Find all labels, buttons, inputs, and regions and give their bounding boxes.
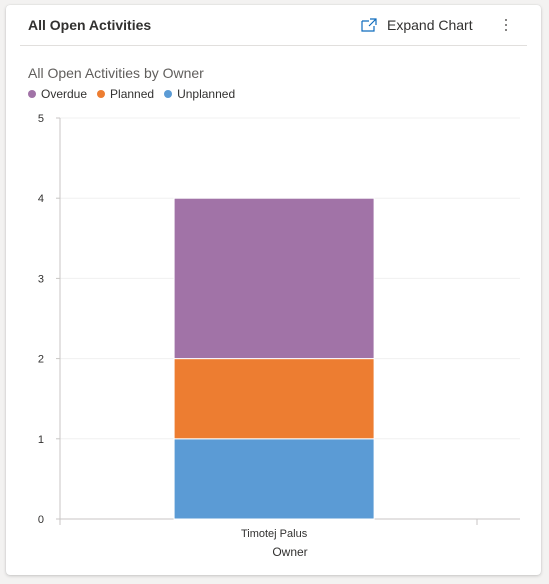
legend-swatch-unplanned [164, 90, 173, 98]
y-tick-label: 3 [38, 273, 44, 285]
legend-swatch-overdue [28, 90, 36, 98]
y-tick-label: 5 [38, 113, 44, 125]
card-header: All Open Activities Expand Chart [20, 5, 527, 46]
bar-overdue [173, 197, 375, 360]
bar-unplanned [173, 438, 375, 520]
y-tick-label: 4 [38, 193, 44, 205]
chart-title: All Open Activities by Owner [28, 65, 204, 81]
y-tick-label: 2 [38, 354, 44, 366]
card-title: All Open Activities [28, 17, 152, 33]
legend-label-unplanned: Unplanned [177, 87, 236, 101]
legend-label-planned: Planned [110, 87, 155, 101]
x-axis-title: Owner [272, 545, 307, 559]
expand-icon [361, 18, 377, 32]
more-options-button[interactable] [498, 14, 514, 36]
expand-chart-label: Expand Chart [387, 17, 473, 33]
x-tick-label: Timotej Palus [241, 528, 308, 540]
more-vertical-icon [505, 19, 507, 31]
bar-planned [173, 358, 375, 440]
chart-legend: Overdue Planned Unplanned [28, 87, 245, 101]
chart-card: All Open Activities Expand Chart All Ope… [6, 5, 541, 575]
y-tick-label: 1 [38, 434, 44, 446]
legend-item-planned[interactable]: Planned [97, 87, 154, 101]
legend-label-overdue: Overdue [41, 87, 88, 101]
legend-swatch-planned [97, 90, 106, 98]
y-tick-label: 0 [38, 514, 44, 526]
expand-chart-button[interactable]: Expand Chart [361, 14, 473, 36]
legend-item-overdue[interactable]: Overdue [28, 87, 87, 101]
legend-item-unplanned[interactable]: Unplanned [164, 87, 235, 101]
chart-plot: 0 1 2 3 4 5 Timotej Palus Owner [38, 113, 520, 559]
